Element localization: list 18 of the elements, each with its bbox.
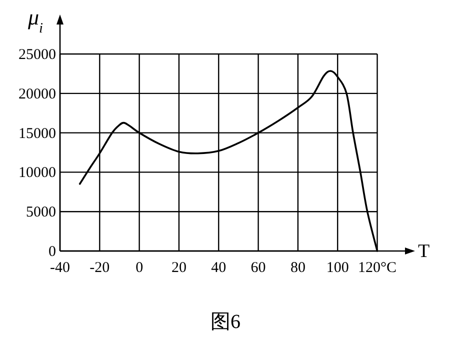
- x-tick-label: 0: [136, 260, 144, 276]
- x-tick-label: 100: [326, 260, 349, 276]
- caption: 图6: [210, 311, 240, 333]
- y-tick-label: 5000: [26, 204, 56, 221]
- y-tick-label: 25000: [18, 47, 56, 64]
- y-tick-label: 15000: [18, 126, 56, 142]
- x-tick-label: -20: [90, 260, 110, 276]
- x-tick-label: 60: [250, 260, 266, 276]
- x-axis-title: T: [418, 241, 430, 262]
- y-tick-label: 10000: [18, 165, 56, 182]
- x-tick-label: 120°C: [358, 260, 397, 276]
- y-tick-label: 0: [48, 244, 56, 260]
- x-tick-label: -40: [50, 260, 70, 276]
- x-tick-label: 40: [211, 260, 226, 276]
- x-tick-label: 80: [290, 260, 306, 276]
- x-tick-label: 20: [171, 260, 186, 276]
- y-tick-label: 20000: [18, 86, 56, 102]
- y-axis-title: μ$_{i}$: [27, 4, 44, 36]
